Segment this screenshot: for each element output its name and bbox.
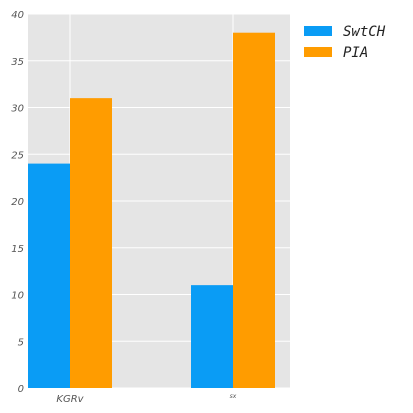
y-axis-ticks: 0 5 10 15 20 25 30 35 40 [11,10,24,395]
bar-pia-kgrv [70,98,112,389]
y-tick-label: 0 [18,384,24,395]
legend: SwtCH PIA [304,24,386,61]
y-tick-label: 10 [11,291,24,302]
y-tick-label: 15 [11,244,24,255]
legend-label-pia: PIA [343,45,368,61]
x-tick-label: KGRv [56,394,84,405]
legend-swatch-pia [304,47,332,57]
y-tick-label: 35 [11,57,24,68]
legend-swatch-swtch [304,26,332,36]
x-axis-ticks: KGRv sx [56,393,236,405]
bar-swtch-sx [191,285,233,388]
y-tick-label: 40 [11,10,24,21]
y-tick-label: 5 [18,337,24,348]
y-tick-label: 30 [11,104,24,115]
y-tick-label: 20 [11,197,24,208]
y-tick-label: 25 [11,150,24,161]
legend-label-swtch: SwtCH [343,24,386,40]
bar-swtch-kgrv [28,163,70,388]
x-tick-label: sx [230,393,237,400]
bars [28,32,275,389]
bar-pia-sx [233,32,275,388]
